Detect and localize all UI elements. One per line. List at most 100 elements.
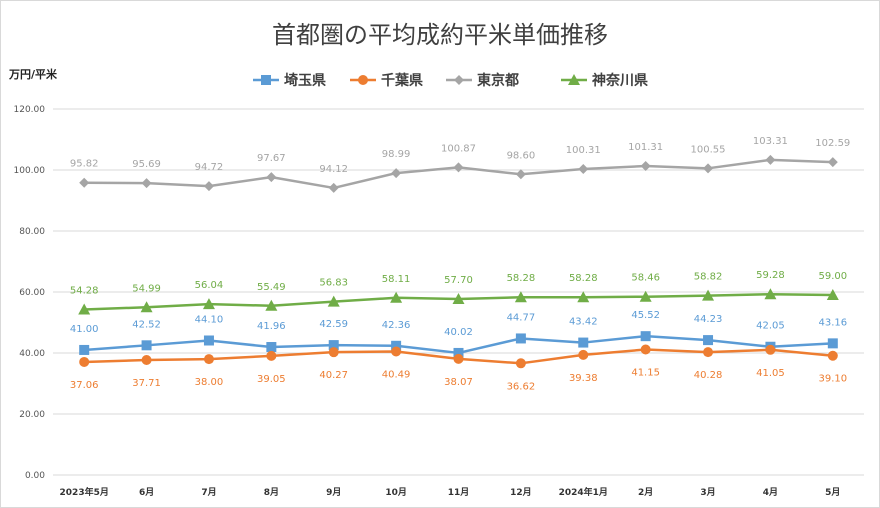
data-point [639, 290, 652, 302]
data-label: 40.02 [444, 327, 473, 338]
data-point [140, 301, 153, 313]
data-point [765, 344, 776, 355]
y-tick-label: 60.00 [19, 288, 45, 298]
data-label: 97.67 [257, 153, 286, 164]
legend-label: 千葉県 [381, 72, 423, 89]
data-label: 44.77 [507, 312, 536, 323]
data-point [266, 350, 277, 361]
data-label: 100.31 [566, 145, 601, 156]
data-point [453, 353, 464, 364]
y-axis-unit-label: 万円/平米 [8, 67, 58, 81]
series-layer: 41.00 42.52 44.10 41.96 42.59 42.36 40.02 44.77… [70, 136, 850, 392]
x-tick-label: 11月 [448, 487, 470, 498]
data-point [702, 289, 715, 301]
data-label: 36.62 [507, 381, 536, 392]
data-point [79, 356, 90, 367]
data-point [328, 347, 339, 358]
series-2: 37.06 37.71 38.00 39.05 40.27 40.49 38.07 36.62… [70, 344, 847, 392]
legend: 埼玉県 千葉県 東京都 神奈川県 [253, 72, 648, 89]
x-tick-label: 2024年1月 [559, 486, 608, 498]
data-label: 59.00 [818, 271, 847, 282]
x-tick-label: 3月 [700, 487, 715, 498]
data-label: 40.49 [382, 370, 411, 381]
series-3: 95.82 95.69 94.72 97.67 94.12 98.99 100.87 98.6… [70, 136, 850, 193]
data-point [827, 350, 838, 361]
x-tick-label: 12月 [510, 487, 532, 498]
data-point [141, 354, 152, 365]
data-point [391, 340, 402, 351]
data-label: 41.05 [756, 368, 785, 379]
data-point [703, 347, 714, 358]
series-1: 41.00 42.52 44.10 41.96 42.59 42.36 40.02 44.77… [70, 310, 847, 358]
y-tick-label: 80.00 [19, 227, 45, 237]
x-tick-label: 8月 [264, 487, 279, 498]
legend-label: 東京都 [477, 72, 519, 89]
data-label: 44.23 [694, 314, 723, 325]
data-point [266, 172, 277, 183]
x-tick-label: 10月 [385, 487, 407, 498]
x-tick-label: 5月 [825, 487, 840, 498]
legend-item: 東京都 [446, 72, 519, 89]
data-point [578, 349, 589, 360]
legend-item: 埼玉県 [253, 72, 326, 89]
data-point [79, 344, 90, 355]
data-point [141, 178, 152, 189]
data-point [826, 289, 839, 301]
x-tick-label: 7月 [201, 487, 216, 498]
data-point [453, 347, 464, 358]
data-label: 45.52 [631, 310, 660, 321]
data-label: 39.05 [257, 374, 286, 385]
data-label: 40.28 [694, 370, 723, 381]
y-axis-ticks: 0.00 20.00 40.00 60.00 80.00 100.00 120.00 [14, 105, 46, 481]
y-tick-label: 100.00 [14, 166, 46, 176]
data-label: 43.16 [818, 317, 847, 328]
data-label: 37.71 [132, 378, 161, 389]
data-label: 54.28 [70, 285, 99, 296]
y-tick-label: 20.00 [19, 410, 45, 420]
data-point [827, 338, 838, 349]
data-point [578, 164, 589, 175]
legend-label: 神奈川県 [592, 72, 648, 89]
legend-marker [358, 75, 368, 85]
data-label: 37.06 [70, 380, 99, 391]
data-label: 94.72 [195, 162, 224, 173]
data-point [203, 181, 214, 192]
data-label: 42.59 [319, 319, 348, 330]
data-point [577, 291, 590, 303]
data-label: 56.04 [195, 280, 224, 291]
data-point [265, 299, 278, 311]
data-point [640, 344, 651, 355]
data-point [514, 291, 527, 303]
data-point [515, 358, 526, 369]
x-tick-label: 4月 [763, 487, 778, 498]
x-tick-label: 2月 [638, 487, 653, 498]
data-label: 100.87 [441, 143, 476, 154]
data-label: 56.83 [319, 278, 348, 289]
legend-marker [568, 74, 580, 85]
x-axis-ticks: 2023年5月 6月 7月 8月 9月 10月 11月 12月 2024年1月 2月 3月 4月 5月 [60, 486, 841, 498]
data-label: 95.69 [132, 159, 161, 170]
data-point [703, 335, 714, 346]
data-point [578, 337, 589, 348]
data-point [764, 288, 777, 300]
data-label: 44.10 [195, 314, 224, 325]
data-label: 94.12 [319, 164, 348, 175]
gridlines [53, 108, 864, 476]
data-point [391, 346, 402, 357]
data-label: 58.82 [694, 272, 723, 283]
data-point [328, 182, 339, 193]
data-point [453, 162, 464, 173]
data-point [141, 340, 152, 351]
y-tick-label: 120.00 [14, 105, 46, 115]
data-label: 43.42 [569, 317, 598, 328]
data-point [203, 354, 214, 365]
data-label: 58.11 [382, 274, 411, 285]
data-label: 42.05 [756, 321, 785, 332]
data-point [266, 342, 277, 353]
series-4: 54.28 54.99 56.04 55.49 56.83 58.11 57.70 58.28… [70, 270, 847, 315]
data-point [391, 168, 402, 179]
data-point [640, 161, 651, 172]
data-point [79, 177, 90, 188]
